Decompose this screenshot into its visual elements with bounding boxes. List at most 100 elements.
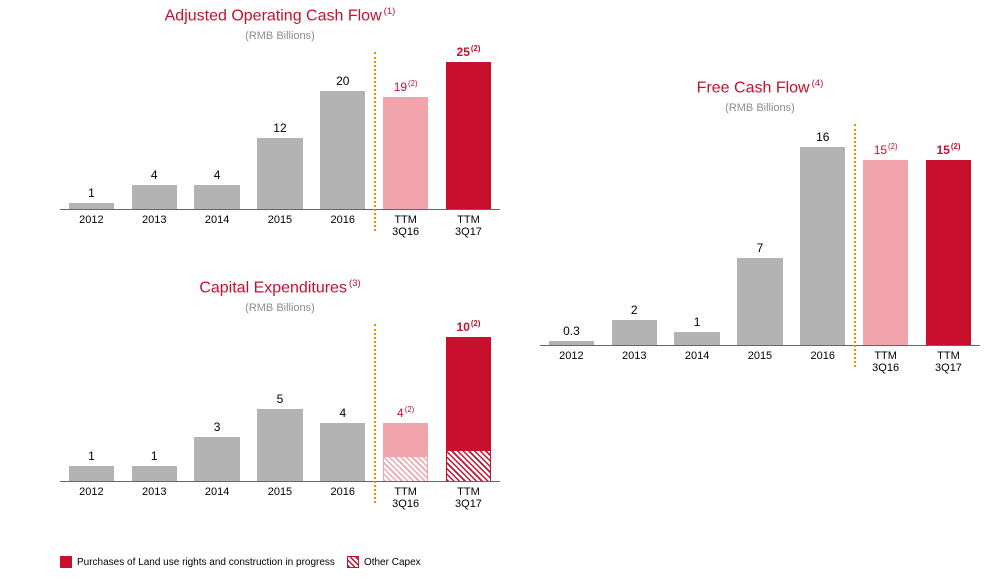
bar-segment xyxy=(257,138,302,208)
bar xyxy=(737,258,782,344)
bar-value-sup: (2) xyxy=(888,142,898,151)
bar-segment xyxy=(549,341,594,345)
bar xyxy=(446,62,491,208)
bar-value-label: 7 xyxy=(757,242,764,254)
bar-slot: 3 xyxy=(186,324,249,481)
chart-title: Capital Expenditures(3) xyxy=(60,278,500,298)
bar-slot: 15(2) xyxy=(917,124,980,345)
x-axis-label: 2013 xyxy=(123,214,186,239)
bar-value-label: 1 xyxy=(88,450,95,462)
bar-slot: 4 xyxy=(123,52,186,209)
bar-value: 5 xyxy=(277,392,284,406)
bar-segment xyxy=(446,450,491,480)
legend-label: Purchases of Land use rights and constru… xyxy=(77,557,335,568)
bar-value: 25 xyxy=(457,45,470,59)
bar xyxy=(132,466,177,480)
bar-segment xyxy=(737,258,782,344)
bar-slot: 19(2) xyxy=(374,52,437,209)
chart-plot: 144122019(2)25(2) xyxy=(60,52,500,210)
bar-segment xyxy=(69,203,114,209)
x-axis-label: 2016 xyxy=(311,486,374,511)
bar-segment xyxy=(926,160,971,345)
x-axis-label: TTM3Q17 xyxy=(917,350,980,375)
bar-slot: 1 xyxy=(666,124,729,345)
bar-value-label: 15(2) xyxy=(937,143,961,156)
separator-line xyxy=(374,324,376,503)
bar-value: 3 xyxy=(214,420,221,434)
bar-value-label: 16 xyxy=(816,131,829,143)
bar-segment xyxy=(674,332,719,344)
chart-subtitle: (RMB Billions) xyxy=(60,302,500,314)
bar-value-sup: (2) xyxy=(471,319,481,328)
legend-label: Other Capex xyxy=(364,557,421,568)
bar-slot: 5 xyxy=(249,324,312,481)
bar-value-label: 4 xyxy=(214,169,221,181)
bar-segment xyxy=(383,423,428,456)
chart-subtitle: (RMB Billions) xyxy=(60,30,500,42)
bar xyxy=(383,97,428,208)
chart-title-text: Capital Expenditures xyxy=(199,279,347,296)
legend-item: Purchases of Land use rights and constru… xyxy=(60,556,335,568)
bar xyxy=(863,160,908,345)
bar-segment xyxy=(194,185,239,208)
bar-value: 20 xyxy=(336,74,349,88)
bar xyxy=(800,147,845,344)
x-axis-label: 2014 xyxy=(666,350,729,375)
x-axis-label: 2014 xyxy=(186,486,249,511)
bar xyxy=(257,138,302,208)
bar-value-label: 12 xyxy=(273,122,286,134)
x-axis-label: 2016 xyxy=(791,350,854,375)
bar-value-label: 2 xyxy=(631,304,638,316)
bar-value-sup: (2) xyxy=(408,79,418,88)
bar-value-label: 4 xyxy=(339,407,346,419)
bar-slot: 10(2) xyxy=(437,324,500,481)
chart-title: Free Cash Flow(4) xyxy=(540,78,980,98)
bar-slot: 12 xyxy=(249,52,312,209)
bar-segment xyxy=(800,147,845,344)
bar-value: 4 xyxy=(397,406,404,420)
x-axis-label: 2013 xyxy=(123,486,186,511)
bar xyxy=(320,91,365,208)
bar xyxy=(383,423,428,480)
chart1: Adjusted Operating Cash Flow(1)(RMB Bill… xyxy=(60,6,500,239)
bar-value: 2 xyxy=(631,303,638,317)
bar-value: 1 xyxy=(694,315,701,329)
bar-segment xyxy=(132,185,177,208)
bar-value-label: 10(2) xyxy=(457,320,481,333)
x-axis-label: 2014 xyxy=(186,214,249,239)
bar xyxy=(257,409,302,481)
x-axis-label: 2015 xyxy=(729,350,792,375)
chart2: Capital Expenditures(3)(RMB Billions)113… xyxy=(60,278,500,511)
bar-value-label: 20 xyxy=(336,75,349,87)
bar-value: 15 xyxy=(937,143,950,157)
bar-segment xyxy=(257,409,302,481)
bar-segment xyxy=(194,437,239,480)
bar-value-label: 19(2) xyxy=(394,80,418,93)
bar-segment xyxy=(320,91,365,208)
bar-value: 12 xyxy=(273,121,286,135)
separator-line xyxy=(854,124,856,367)
x-axis: 20122013201420152016TTM3Q16TTM3Q17 xyxy=(60,486,500,511)
bar-value: 16 xyxy=(816,130,829,144)
chart-title-text: Free Cash Flow xyxy=(697,79,810,96)
bar-slot: 20 xyxy=(311,52,374,209)
bar-slot: 2 xyxy=(603,124,666,345)
x-axis-label: TTM3Q16 xyxy=(374,486,437,511)
bar-value: 4 xyxy=(151,168,158,182)
bar-value-label: 5 xyxy=(277,393,284,405)
bar-value: 0.3 xyxy=(563,324,580,338)
bar-value-label: 4(2) xyxy=(397,406,414,419)
legend-item: Other Capex xyxy=(347,556,421,568)
x-axis-label: 2012 xyxy=(60,486,123,511)
bar-slot: 4 xyxy=(186,52,249,209)
bar-segment xyxy=(132,466,177,480)
legend-swatch xyxy=(60,556,72,568)
bar xyxy=(69,466,114,480)
bar-segment xyxy=(612,320,657,345)
bar-value-label: 4 xyxy=(151,169,158,181)
bar xyxy=(132,185,177,208)
chart-subtitle: (RMB Billions) xyxy=(540,102,980,114)
x-axis-label: 2012 xyxy=(60,214,123,239)
bar-segment xyxy=(446,337,491,450)
x-axis-label: TTM3Q17 xyxy=(437,486,500,511)
